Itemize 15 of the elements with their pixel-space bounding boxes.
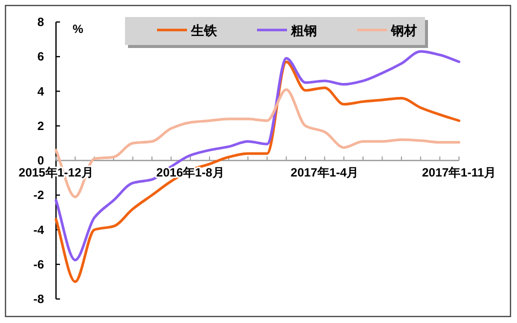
y-tick-label: 0 bbox=[37, 154, 44, 168]
y-tick-label: -4 bbox=[33, 222, 44, 237]
y-tick-label: -6 bbox=[33, 257, 44, 272]
y-tick-label: 4 bbox=[37, 84, 44, 98]
y-tick-label: -2 bbox=[33, 188, 44, 202]
y-tick-label: -8 bbox=[33, 292, 44, 306]
legend-label: 钢材 bbox=[390, 23, 417, 38]
y-tick-label: 2 bbox=[37, 118, 44, 133]
x-tick-label: 2017年1-4月 bbox=[290, 166, 359, 180]
legend-label: 粗钢 bbox=[290, 23, 317, 38]
x-tick-label: 2017年1-11月 bbox=[422, 166, 496, 180]
legend-label: 生铁 bbox=[190, 23, 218, 38]
y-axis-title: % bbox=[72, 22, 84, 36]
y-tick-label: 8 bbox=[37, 15, 44, 29]
y-tick-label: 6 bbox=[37, 50, 44, 64]
